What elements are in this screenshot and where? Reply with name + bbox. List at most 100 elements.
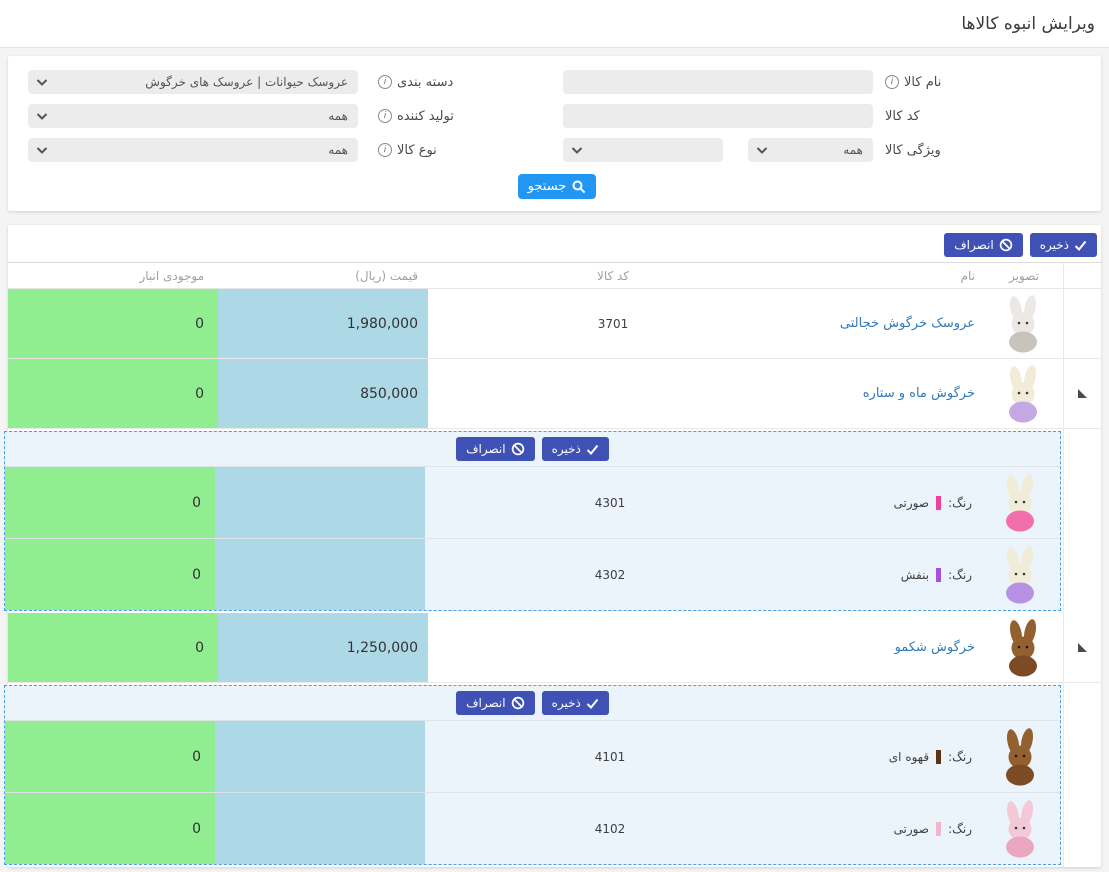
row-expander-cell bbox=[1063, 289, 1101, 358]
chevron-down-icon bbox=[36, 147, 48, 154]
rabbit-plush-image bbox=[1006, 545, 1034, 603]
page-title: ویرایش انبوه کالاها bbox=[961, 13, 1095, 34]
stock-cell[interactable]: 0 bbox=[5, 467, 215, 538]
stock-cell[interactable]: 0 bbox=[5, 793, 215, 864]
price-cell[interactable]: 1,980,000 bbox=[218, 289, 428, 358]
cancel-icon bbox=[999, 238, 1012, 252]
product-code-label: کد کالا bbox=[885, 108, 920, 124]
chevron-down-icon bbox=[571, 147, 583, 154]
stock-column-header: موجودی انبار bbox=[139, 268, 204, 283]
table-row: خرگوش ماه و ستاره 850,000 0 bbox=[8, 359, 1101, 429]
rabbit-plush-image bbox=[1009, 618, 1037, 676]
stock-cell[interactable]: 0 bbox=[8, 359, 218, 428]
products-table-panel: ذخیره انصراف تصویر نام کد کالا قیمت (ریا… bbox=[4, 225, 1101, 867]
price-cell[interactable]: 1,250,000 bbox=[218, 613, 428, 682]
price-cell[interactable]: 850,000 bbox=[218, 359, 428, 428]
product-name-link[interactable]: عروسک خرگوش خجالتی bbox=[839, 316, 975, 331]
product-type-select[interactable]: همه bbox=[28, 138, 358, 162]
price-cell[interactable] bbox=[215, 721, 425, 792]
price-cell[interactable] bbox=[215, 467, 425, 538]
search-button[interactable]: جستجو bbox=[517, 174, 597, 199]
product-code-cell: 3701 bbox=[597, 316, 629, 331]
cancel-button[interactable]: انصراف bbox=[456, 691, 535, 715]
chevron-down-icon bbox=[756, 147, 768, 154]
image-column-header: تصویر bbox=[1009, 268, 1039, 283]
product-image-cell bbox=[985, 359, 1063, 428]
cancel-icon bbox=[511, 442, 524, 456]
row-expander-cell bbox=[1063, 429, 1101, 613]
color-swatch bbox=[936, 495, 942, 510]
cancel-button[interactable]: انصراف bbox=[456, 437, 535, 461]
rabbit-plush-image bbox=[1009, 294, 1037, 352]
expand-arrow-icon bbox=[1078, 643, 1087, 652]
variant-name-cell: رنگ: قهوه ای bbox=[888, 749, 972, 764]
price-cell[interactable] bbox=[215, 539, 425, 610]
save-button[interactable]: ذخیره bbox=[1029, 233, 1097, 257]
chevron-down-icon bbox=[36, 113, 48, 120]
stock-cell[interactable]: 0 bbox=[8, 289, 218, 358]
rabbit-plush-image bbox=[1006, 727, 1034, 785]
product-name-cell: عروسک خرگوش خجالتی bbox=[798, 289, 985, 358]
product-code-cell bbox=[428, 359, 798, 428]
category-select[interactable]: عروسک حیوانات | عروسک های خرگوش bbox=[28, 70, 358, 94]
row-expander-cell[interactable] bbox=[1063, 359, 1101, 428]
product-code-input[interactable] bbox=[563, 104, 873, 128]
rabbit-plush-image bbox=[1009, 364, 1037, 422]
product-image-cell bbox=[985, 289, 1063, 358]
info-icon[interactable] bbox=[378, 75, 392, 89]
info-icon[interactable] bbox=[378, 109, 392, 123]
variant-row: رنگ: قهوه ای 4101 0 bbox=[5, 720, 1060, 792]
stock-cell[interactable]: 0 bbox=[5, 539, 215, 610]
variant-image-cell bbox=[982, 721, 1060, 792]
color-swatch bbox=[936, 821, 942, 836]
save-button[interactable]: ذخیره bbox=[541, 691, 609, 715]
variant-group: ذخیره انصراف bbox=[4, 429, 1101, 613]
category-label: دسته بندی bbox=[358, 75, 563, 90]
feature-select-2[interactable] bbox=[563, 138, 723, 162]
row-expander-cell bbox=[1063, 683, 1101, 867]
product-code-cell bbox=[428, 613, 798, 682]
variant-editor: ذخیره انصراف bbox=[4, 685, 1061, 865]
rabbit-plush-image bbox=[1006, 473, 1034, 531]
price-column-header: قیمت (ریال) bbox=[355, 268, 418, 283]
variant-group: ذخیره انصراف bbox=[4, 683, 1101, 867]
variant-image-cell bbox=[982, 793, 1060, 864]
variant-row: رنگ: صورتی 4301 0 bbox=[5, 466, 1060, 538]
code-column-header: کد کالا bbox=[596, 268, 630, 283]
price-cell[interactable] bbox=[215, 793, 425, 864]
manufacturer-label: تولید کننده bbox=[358, 109, 563, 124]
table-header-row: تصویر نام کد کالا قیمت (ریال) موجودی انب… bbox=[8, 263, 1101, 289]
variant-name-cell: رنگ: بنفش bbox=[900, 567, 972, 582]
manufacturer-select[interactable]: همه bbox=[28, 104, 358, 128]
info-icon[interactable] bbox=[378, 143, 392, 157]
rabbit-plush-image bbox=[1006, 799, 1034, 857]
variant-code-cell: 4102 bbox=[594, 821, 626, 836]
check-icon bbox=[586, 698, 599, 709]
variant-name-cell: رنگ: صورتی bbox=[893, 495, 972, 510]
bulk-actions: ذخیره انصراف bbox=[8, 233, 1101, 263]
product-name-link[interactable]: خرگوش شکمو bbox=[894, 640, 975, 655]
variant-actions: ذخیره انصراف bbox=[5, 432, 1060, 466]
save-button[interactable]: ذخیره bbox=[541, 437, 609, 461]
product-name-input[interactable] bbox=[563, 70, 873, 94]
chevron-down-icon bbox=[36, 79, 48, 86]
product-name-cell: خرگوش شکمو bbox=[798, 613, 985, 682]
cancel-button[interactable]: انصراف bbox=[944, 233, 1023, 257]
product-name-label: نام کالا bbox=[873, 75, 1091, 90]
color-swatch bbox=[936, 749, 942, 764]
feature-select-1[interactable]: همه bbox=[748, 138, 873, 162]
variant-image-cell bbox=[982, 539, 1060, 610]
page-header: ویرایش انبوه کالاها bbox=[0, 0, 1109, 48]
info-icon[interactable] bbox=[885, 75, 899, 89]
variant-code-cell: 4301 bbox=[594, 495, 626, 510]
variant-actions: ذخیره انصراف bbox=[5, 686, 1060, 720]
stock-cell[interactable]: 0 bbox=[5, 721, 215, 792]
row-expander-cell[interactable] bbox=[1063, 613, 1101, 682]
name-column-header: نام bbox=[960, 268, 975, 283]
stock-cell[interactable]: 0 bbox=[8, 613, 218, 682]
table-row: عروسک خرگوش خجالتی 3701 1,980,000 0 bbox=[8, 289, 1101, 359]
cancel-icon bbox=[511, 696, 524, 710]
filter-panel: نام کالا دسته بندی عروسک حیوانات | عروسک… bbox=[8, 56, 1101, 211]
product-name-link[interactable]: خرگوش ماه و ستاره bbox=[862, 386, 975, 401]
variant-name-cell: رنگ: صورتی bbox=[893, 821, 972, 836]
